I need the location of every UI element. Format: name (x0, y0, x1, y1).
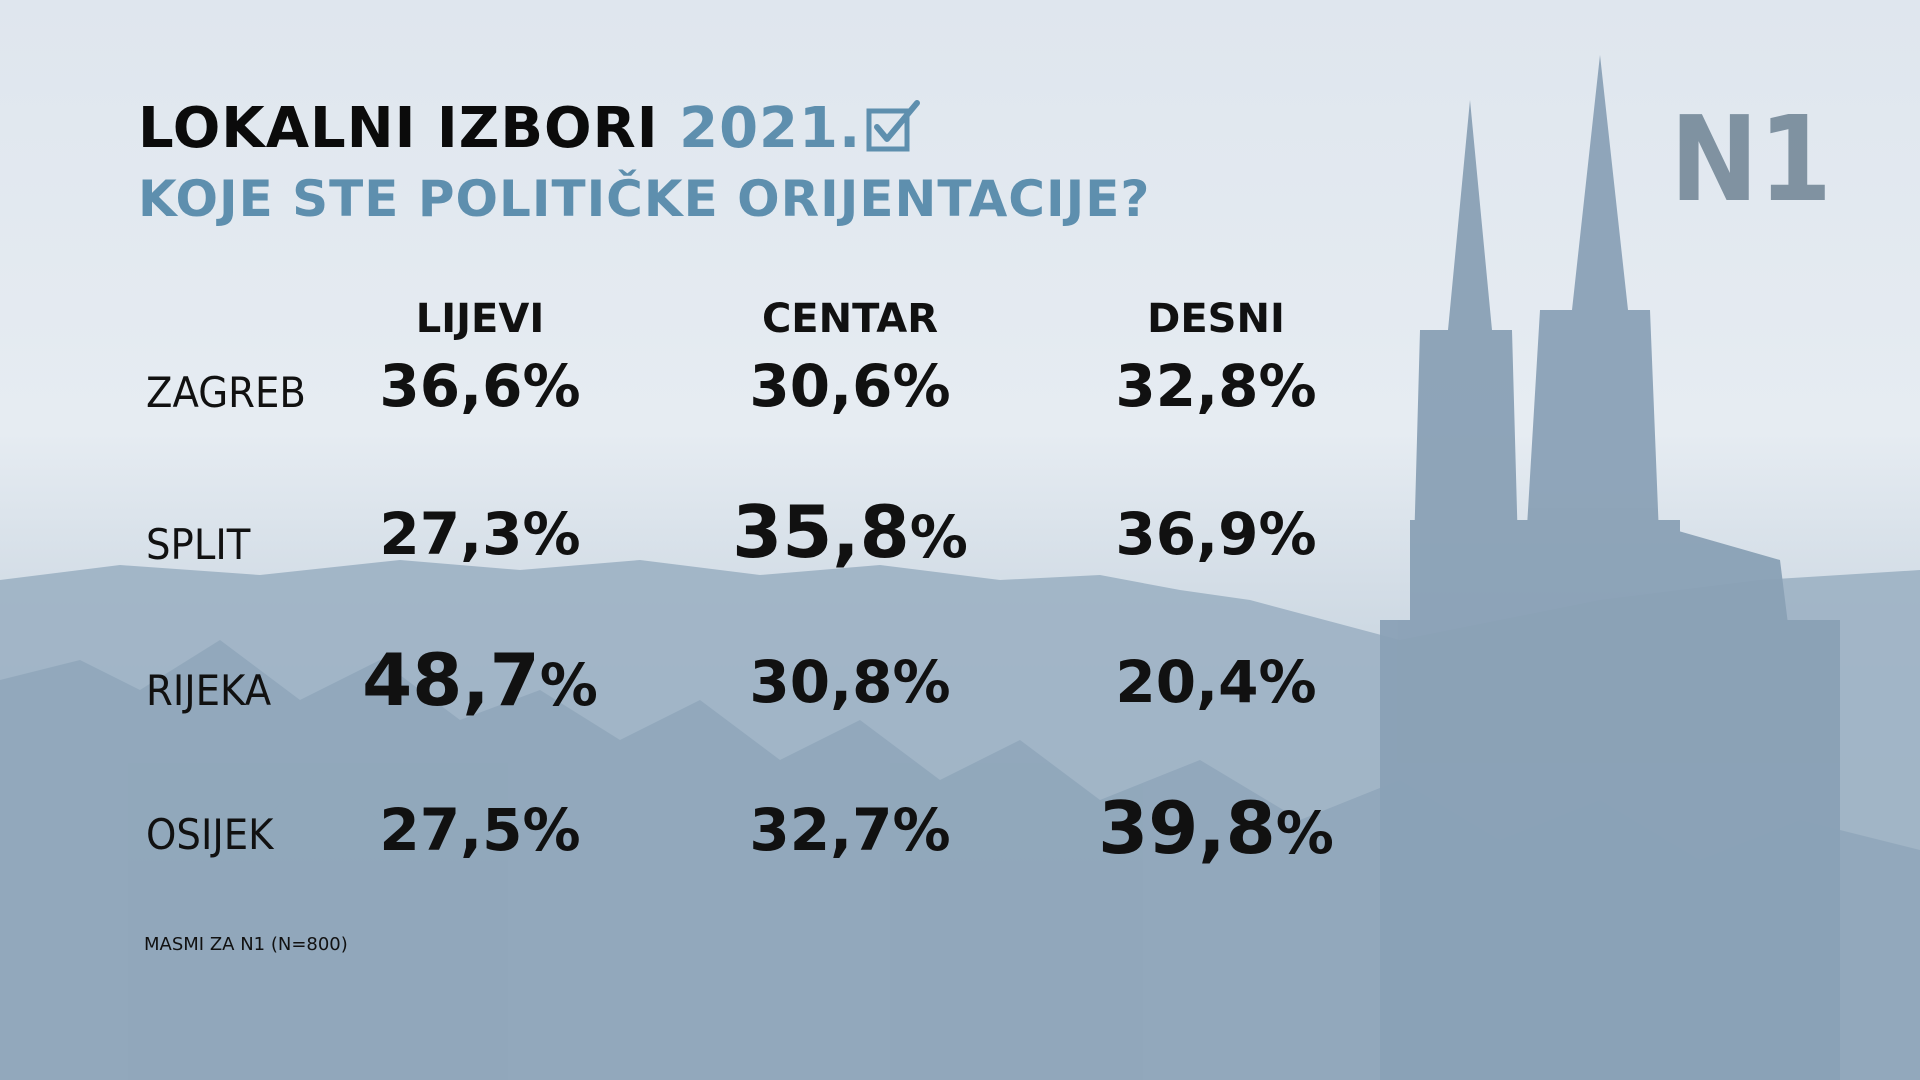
value-split-lijevi: 27,3% (379, 500, 581, 568)
subtitle: KOJE STE POLITIČKE ORIJENTACIJE? (138, 170, 1151, 228)
value-osijek-desni: 39,8% (1098, 786, 1334, 870)
value-split-centar: 35,8% (732, 490, 968, 574)
row-label-zagreb: ZAGREB (146, 368, 306, 417)
value-osijek-centar: 32,7% (749, 796, 951, 864)
row-label-split: SPLIT (146, 520, 251, 569)
row-label-rijeka: RIJEKA (146, 666, 272, 715)
title-text: LOKALNI IZBORI (138, 96, 659, 161)
value-rijeka-desni: 20,4% (1115, 648, 1317, 716)
logo-text: N1 (1670, 104, 1832, 206)
n1-logo: N1 (1670, 104, 1832, 206)
value-zagreb-desni: 32,8% (1115, 352, 1317, 420)
column-header-centar: CENTAR (761, 296, 939, 342)
value-rijeka-lijevi: 48,7% (362, 638, 598, 722)
value-osijek-lijevi: 27,5% (379, 796, 581, 864)
main-title: LOKALNI IZBORI 2021. (138, 96, 923, 161)
row-label-osijek: OSIJEK (146, 810, 274, 859)
checkbox-check-icon (866, 100, 921, 152)
column-header-desni: DESNI (1147, 296, 1285, 342)
value-zagreb-lijevi: 36,6% (379, 352, 581, 420)
value-zagreb-centar: 30,6% (749, 352, 951, 420)
value-rijeka-centar: 30,8% (749, 648, 951, 716)
value-split-desni: 36,9% (1115, 500, 1317, 568)
title-year: 2021. (679, 96, 862, 161)
column-header-lijevi: LIJEVI (415, 296, 545, 342)
source-note: MASMI ZA N1 (N=800) (144, 934, 348, 955)
